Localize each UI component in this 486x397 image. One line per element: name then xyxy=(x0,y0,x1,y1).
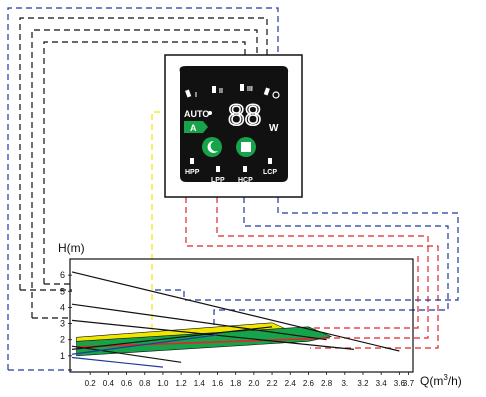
a-badge xyxy=(184,121,208,133)
x-tick-label: 1.0 xyxy=(157,379,169,388)
red-curve xyxy=(76,337,327,348)
axis-ticks: 0.2 0.4 0.6 0.8 1.0 1.2 1.4 1.6 1.8 2.0 2.2 2.4 2.6 2… xyxy=(60,270,415,388)
x-tick-label: 2.6 xyxy=(303,379,315,388)
stop-button[interactable] xyxy=(236,137,256,157)
a-label: A xyxy=(190,123,197,133)
connector-yellow-9 xyxy=(151,111,180,330)
lcp-led xyxy=(268,158,272,164)
curve-line-6 xyxy=(71,356,163,368)
night-mode-icon xyxy=(207,140,218,153)
mode-indicator-1 xyxy=(185,89,192,98)
y-tick-label: 3 xyxy=(60,319,65,329)
hcp-led xyxy=(243,166,247,172)
x-tick-label: 0.8 xyxy=(139,379,151,388)
mode-label-2: II xyxy=(219,88,223,95)
moon-icon xyxy=(272,91,280,99)
hcp-label: HCP xyxy=(238,177,253,184)
x-axis-label-suffix: /h) xyxy=(448,374,462,388)
x-tick-label: 1.2 xyxy=(176,379,188,388)
curve-line-7 xyxy=(71,334,218,355)
connector-black-5 xyxy=(31,29,258,318)
x-tick-label: 0.6 xyxy=(121,379,133,388)
hpp-led xyxy=(190,158,194,164)
x-tick-label: 0.4 xyxy=(103,379,115,388)
stop-icon xyxy=(241,142,251,152)
y-tick-label: 5 xyxy=(60,286,65,296)
hpp-label: HPP xyxy=(185,169,200,176)
x-tick-label: 2.8 xyxy=(321,379,333,388)
x-axis-label-prefix: Q(m xyxy=(420,374,443,388)
mode-indicator-4 xyxy=(263,87,270,96)
x-axis-label-sup: 3 xyxy=(443,373,448,382)
x-tick-label: 3.2 xyxy=(357,379,369,388)
night-mode-button[interactable] xyxy=(202,137,222,157)
x-tick-label: 3. xyxy=(341,379,348,388)
power-digits: 88 xyxy=(228,99,261,132)
lpp-led xyxy=(216,166,220,172)
lcp-label: LCP xyxy=(263,169,277,176)
mode-indicator-2 xyxy=(212,86,216,93)
operating-bands xyxy=(76,322,333,357)
control-panel: I II III AUTO A 88 W HPP LPP HCP LCP xyxy=(164,54,303,198)
x-tick-label: 1.6 xyxy=(212,379,224,388)
power-unit: W xyxy=(269,123,279,134)
x-tick-label: 3.7 xyxy=(403,379,415,388)
x-tick-label: 3.6 xyxy=(394,379,406,388)
connector-black-7 xyxy=(43,41,246,284)
curve-line-4 xyxy=(71,345,182,363)
curve-line-1 xyxy=(71,271,400,352)
mode-label-3: III xyxy=(247,86,253,93)
y-tick-label: 6 xyxy=(60,270,65,280)
x-tick-label: 1.4 xyxy=(194,379,206,388)
curve-line-3 xyxy=(71,319,354,350)
connector-red-10 xyxy=(185,197,439,349)
auto-label: AUTO xyxy=(184,109,209,119)
x-tick-label: 2.2 xyxy=(266,379,278,388)
x-tick-label: 2.0 xyxy=(248,379,260,388)
connector-blue-1 xyxy=(7,7,279,370)
connector-red-14 xyxy=(306,256,419,329)
mode-label-1: I xyxy=(195,92,197,99)
connector-lines xyxy=(7,7,459,371)
connector-black-3 xyxy=(19,17,268,290)
auto-dot xyxy=(208,111,212,115)
connector-red-11 xyxy=(216,197,429,339)
y-tick-label: 2 xyxy=(60,335,65,345)
connector-blue-13 xyxy=(152,197,459,301)
chart-frame xyxy=(69,258,414,373)
curve-line-5 xyxy=(71,326,273,350)
connector-blue-12 xyxy=(213,197,449,330)
x-axis-label: Q(m3/h) xyxy=(420,373,462,388)
y-axis-label: H(m) xyxy=(58,241,85,255)
y-tick-label: 1 xyxy=(60,351,65,361)
x-tick-label: 1.8 xyxy=(230,379,242,388)
curve-line-2 xyxy=(71,303,327,341)
x-tick-label: 2.4 xyxy=(285,379,297,388)
lpp-label: LPP xyxy=(211,177,225,184)
x-tick-label: 0.2 xyxy=(85,379,97,388)
x-tick-label: 3.4 xyxy=(376,379,388,388)
pump-curve-chart: 0.2 0.4 0.6 0.8 1.0 1.2 1.4 1.6 1.8 2.0 2.2 2.4 2.6 2… xyxy=(58,241,462,388)
mode-indicator-3 xyxy=(240,84,244,91)
curve-lines xyxy=(71,271,400,368)
y-tick-label: 4 xyxy=(60,302,65,312)
